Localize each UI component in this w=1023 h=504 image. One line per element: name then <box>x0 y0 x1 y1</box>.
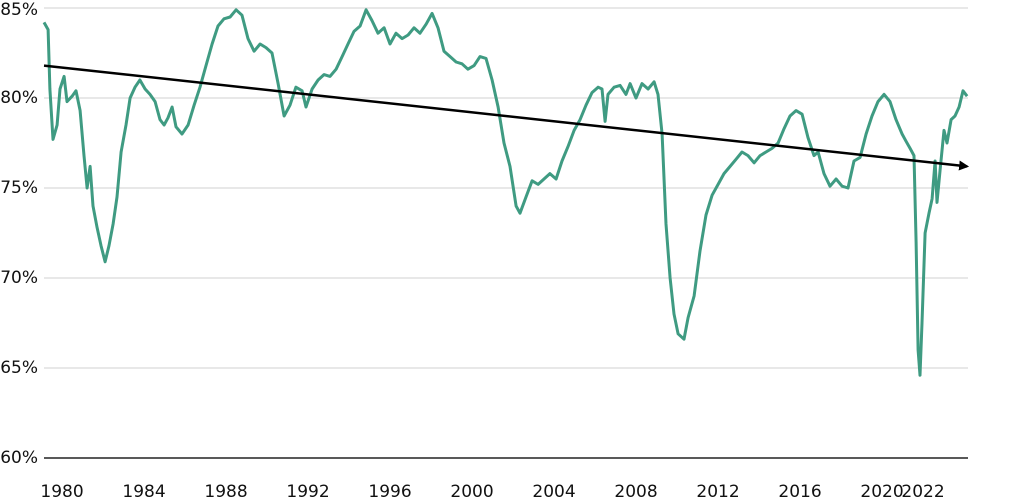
y-tick-label: 70% <box>0 268 38 288</box>
x-tick-label: 1988 <box>204 482 247 502</box>
x-tick-label: 1984 <box>122 482 165 502</box>
x-tick-label: 2012 <box>696 482 739 502</box>
x-tick-label: 1980 <box>40 482 83 502</box>
x-tick-label: 2022 <box>901 482 944 502</box>
x-tick-label: 1996 <box>368 482 411 502</box>
x-tick-label: 2016 <box>778 482 821 502</box>
x-tick-label: 2004 <box>532 482 575 502</box>
data-line <box>42 8 969 377</box>
y-tick-label: 85% <box>0 0 38 20</box>
x-tick-label: 2020 <box>860 482 903 502</box>
y-tick-label: 80% <box>0 88 38 108</box>
y-tick-label: 75% <box>0 178 38 198</box>
x-tick-label: 2008 <box>614 482 657 502</box>
y-tick-label: 65% <box>0 358 38 378</box>
x-tick-label: 1992 <box>286 482 329 502</box>
x-tick-label: 2000 <box>450 482 493 502</box>
y-tick-label: 60% <box>0 448 38 468</box>
trend-arrow <box>43 64 970 171</box>
